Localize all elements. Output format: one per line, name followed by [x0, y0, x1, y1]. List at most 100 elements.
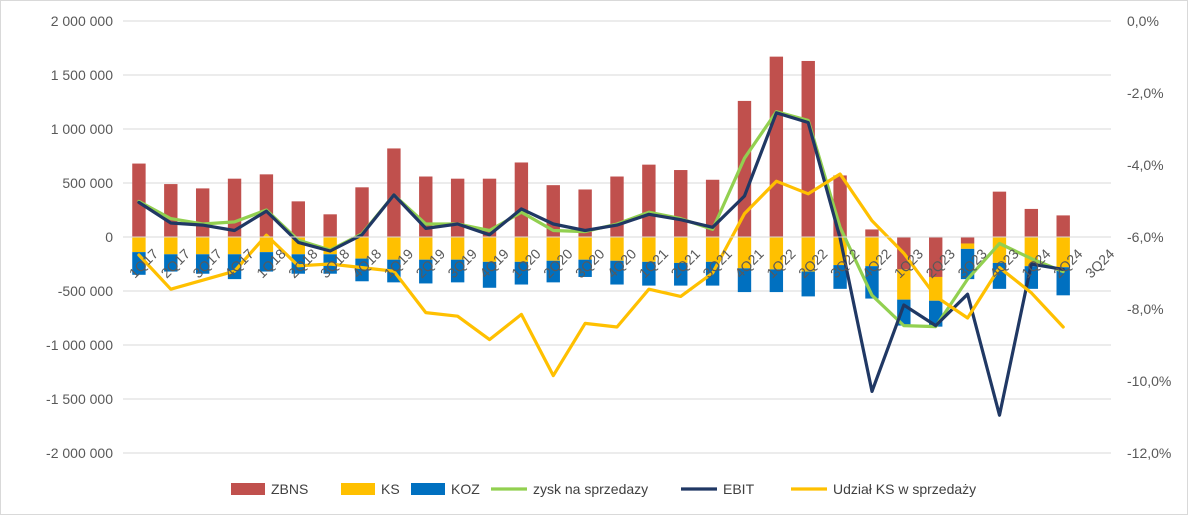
bar-zbns: [1024, 208, 1039, 237]
y-axis-right: 0,0% -2,0% -4,0% -6,0% -8,0% -10,0% -12,0%: [1127, 13, 1171, 461]
y-tick-label: -2 000 000: [46, 445, 113, 461]
bar-koz: [769, 269, 784, 293]
y-tick-label: 500 000: [62, 175, 113, 191]
bar-koz: [164, 254, 178, 272]
bar-ks: [929, 276, 943, 301]
bar-zbns: [769, 56, 784, 237]
y2-tick-label: -6,0%: [1127, 229, 1164, 245]
bar-zbns: [164, 184, 178, 237]
legend-swatch: [231, 483, 265, 495]
y-tick-label: -1 500 000: [46, 391, 113, 407]
bar-ks: [578, 237, 592, 260]
bar-ks: [960, 243, 975, 249]
x-tick-label: 2Q17: [158, 245, 194, 281]
bar-ks: [865, 237, 879, 267]
bar-zbns: [259, 174, 274, 237]
bar-koz: [737, 268, 752, 293]
bar-ks: [642, 237, 656, 262]
bar-ks: [897, 269, 911, 300]
bar-zbns: [323, 214, 337, 237]
bar-koz: [1056, 267, 1070, 296]
y2-tick-label: -4,0%: [1127, 157, 1164, 173]
bar-ks: [1056, 237, 1070, 268]
bar-ks: [419, 237, 433, 260]
y2-tick-label: -10,0%: [1127, 373, 1171, 389]
y-axis-left: 2 000 000 1 500 000 1 000 000 500 000 0 -500 …: [46, 13, 113, 461]
y2-tick-label: -2,0%: [1127, 85, 1164, 101]
x-tick-label: 3Q24: [1082, 245, 1118, 281]
y2-tick-label: -8,0%: [1127, 301, 1164, 317]
bar-ks: [387, 237, 401, 260]
x-tick-label: 3Q18: [317, 245, 353, 281]
bar-ks: [227, 237, 242, 255]
bar-ks: [546, 237, 560, 261]
bar-ks: [132, 237, 146, 253]
legend-swatch: [341, 483, 375, 495]
y-tick-label: 0: [105, 229, 113, 245]
bar-ks: [482, 237, 497, 262]
bar-zbns: [674, 170, 688, 237]
bar-koz: [450, 259, 465, 283]
bar-ks: [737, 237, 752, 269]
y2-tick-label: -12,0%: [1127, 445, 1171, 461]
bar-koz: [195, 254, 210, 274]
legend-label: Udział KS w sprzedaży: [833, 481, 976, 497]
bar-zbns: [482, 178, 497, 237]
bar-zbns: [387, 148, 401, 237]
bar-koz: [642, 261, 656, 286]
bar-ks: [769, 237, 784, 270]
y-tick-label: 2 000 000: [51, 13, 113, 29]
bar-koz: [610, 260, 624, 285]
bar-ks: [610, 237, 624, 261]
x-tick-label: 1Q17: [126, 245, 162, 281]
bar-koz: [578, 259, 592, 277]
bar-zbns: [355, 187, 369, 237]
legend: ZBNS KS KOZ zysk na sprzedazy EBIT Udział KS …: [231, 481, 976, 497]
bar-ks: [195, 237, 210, 255]
bar-ks: [355, 237, 369, 259]
bar-zbns: [960, 237, 975, 244]
y2-tick-label: 0,0%: [1127, 13, 1159, 29]
legend-label: EBIT: [723, 481, 755, 497]
y-tick-label: 1 000 000: [51, 121, 113, 137]
bar-zbns: [514, 162, 529, 237]
bar-koz: [674, 262, 688, 286]
bar-zbns: [992, 191, 1007, 237]
bar-zbns: [737, 100, 752, 237]
bar-zbns: [291, 201, 305, 237]
bar-zbns: [642, 164, 656, 237]
bar-koz: [833, 265, 847, 289]
bar-zbns: [610, 176, 624, 237]
bar-zbns: [929, 237, 943, 277]
bar-zbns: [865, 229, 879, 237]
legend-label: zysk na sprzedazy: [533, 481, 648, 497]
bar-koz: [259, 252, 274, 272]
legend-label: KS: [381, 481, 400, 497]
bar-ks: [674, 237, 688, 263]
bar-ks: [705, 237, 720, 262]
bar-koz: [546, 260, 560, 283]
bar-koz: [960, 248, 975, 280]
legend-label: KOZ: [451, 481, 480, 497]
line-series: [137, 110, 1065, 329]
y-tick-label: 1 500 000: [51, 67, 113, 83]
bar-zbns: [195, 188, 210, 237]
bar-koz: [801, 271, 815, 297]
bar-zbns: [801, 60, 815, 238]
bar-ks: [450, 237, 465, 260]
bar-zbns: [578, 189, 592, 237]
bar-ks: [514, 237, 529, 262]
bar-zbns: [450, 178, 465, 237]
y-tick-label: -1 000 000: [46, 337, 113, 353]
bar-koz: [355, 258, 369, 282]
bar-marks: [132, 56, 1070, 327]
legend-swatch: [411, 483, 445, 495]
legend-label: ZBNS: [271, 481, 308, 497]
bar-koz: [482, 261, 497, 288]
bar-ks: [164, 237, 178, 255]
bar-koz: [514, 261, 529, 285]
y-tick-label: -500 000: [58, 283, 113, 299]
bar-koz: [419, 259, 433, 284]
